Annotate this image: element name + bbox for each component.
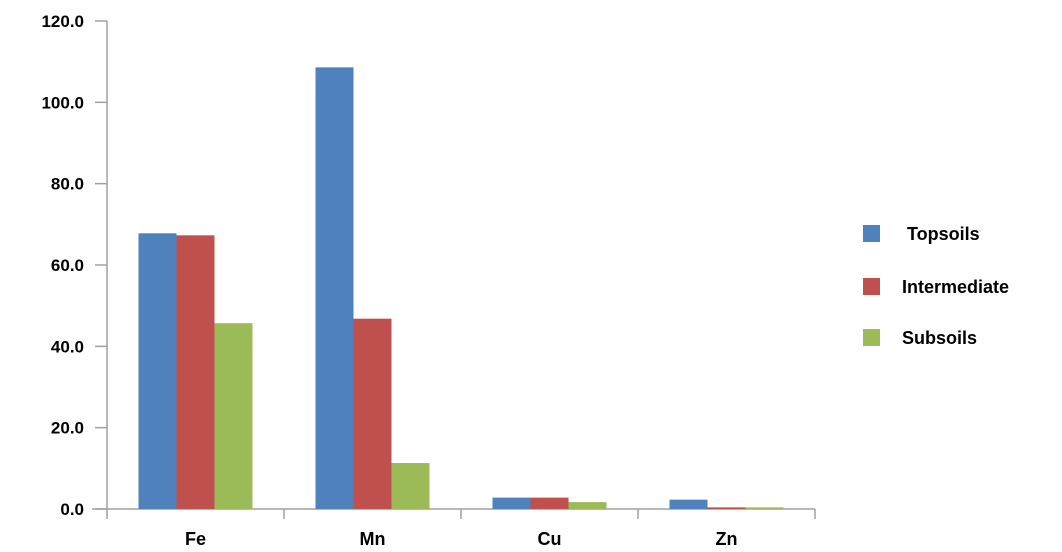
x-category-label: Cu	[538, 529, 562, 549]
bar-subsoils-mn	[391, 463, 430, 509]
x-category-label: Mn	[360, 529, 386, 549]
bar-intermediate-cu	[530, 497, 569, 509]
y-tick-label: 60.0	[51, 256, 84, 275]
bar-subsoils-cu	[568, 502, 607, 509]
y-tick-label: 100.0	[41, 93, 84, 112]
y-tick-label: 0.0	[60, 500, 84, 519]
bar-subsoils-fe	[214, 323, 253, 509]
bar-intermediate-zn	[707, 507, 746, 509]
x-category-label: Fe	[185, 529, 206, 549]
x-category-label: Zn	[716, 529, 738, 549]
bar-topsoils-fe	[138, 233, 177, 509]
y-tick-label: 120.0	[41, 12, 84, 31]
legend-label-intermediate: Intermediate	[902, 277, 1009, 297]
bar-topsoils-mn	[315, 67, 354, 510]
x-axis: Fe Mn Cu Zn	[92, 508, 816, 549]
bars	[138, 67, 784, 510]
legend-swatch-subsoils	[863, 329, 880, 346]
bar-intermediate-mn	[353, 318, 392, 509]
bar-intermediate-fe	[176, 235, 215, 509]
bar-topsoils-cu	[492, 497, 531, 509]
legend-swatch-topsoils	[863, 225, 880, 242]
legend: Topsoils Intermediate Subsoils	[863, 224, 1009, 348]
bar-subsoils-zn	[745, 507, 784, 509]
y-tick-label: 20.0	[51, 419, 84, 438]
legend-label-subsoils: Subsoils	[902, 328, 977, 348]
legend-swatch-intermediate	[863, 278, 880, 295]
y-axis: 0.0 20.0 40.0 60.0 80.0 100.0 120.0	[41, 12, 108, 519]
legend-label-topsoils: Topsoils	[907, 224, 980, 244]
y-tick-label: 80.0	[51, 175, 84, 194]
bar-topsoils-zn	[669, 499, 708, 509]
y-tick-label: 40.0	[51, 337, 84, 356]
